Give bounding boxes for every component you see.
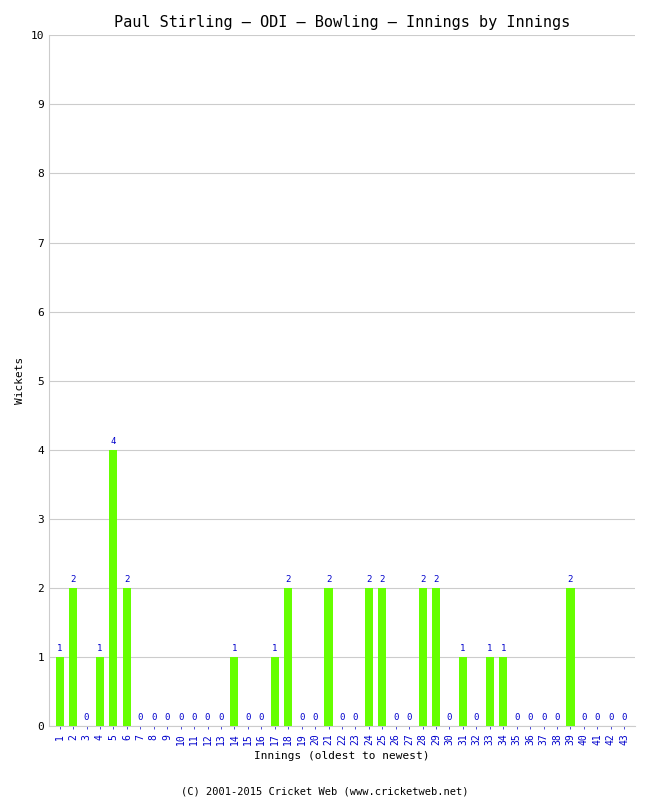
Text: 0: 0 [595, 713, 600, 722]
X-axis label: Innings (oldest to newest): Innings (oldest to newest) [254, 751, 430, 761]
Text: 0: 0 [259, 713, 264, 722]
Text: 0: 0 [353, 713, 358, 722]
Text: 2: 2 [366, 574, 372, 584]
Text: 2: 2 [380, 574, 385, 584]
Text: 0: 0 [151, 713, 157, 722]
Text: 0: 0 [393, 713, 398, 722]
Text: 1: 1 [272, 644, 278, 653]
Text: 0: 0 [514, 713, 519, 722]
Text: 0: 0 [218, 713, 224, 722]
Text: 0: 0 [554, 713, 560, 722]
Text: 0: 0 [581, 713, 586, 722]
Text: 0: 0 [447, 713, 452, 722]
Text: 1: 1 [500, 644, 506, 653]
Text: 0: 0 [191, 713, 197, 722]
Text: 0: 0 [541, 713, 546, 722]
Text: 0: 0 [406, 713, 412, 722]
Text: 4: 4 [111, 437, 116, 446]
Text: 1: 1 [98, 644, 103, 653]
Bar [230, 657, 239, 726]
Text: 0: 0 [608, 713, 614, 722]
Bar [56, 657, 64, 726]
Text: 0: 0 [474, 713, 479, 722]
Text: 2: 2 [568, 574, 573, 584]
Bar [365, 588, 373, 726]
Bar [324, 588, 333, 726]
Text: 1: 1 [57, 644, 62, 653]
Bar [96, 657, 104, 726]
Bar [109, 450, 118, 726]
Text: 2: 2 [434, 574, 439, 584]
Text: 0: 0 [164, 713, 170, 722]
Text: 2: 2 [124, 574, 129, 584]
Bar [378, 588, 386, 726]
Text: 2: 2 [285, 574, 291, 584]
Bar [486, 657, 494, 726]
Text: 0: 0 [299, 713, 304, 722]
Text: 0: 0 [245, 713, 250, 722]
Y-axis label: Wickets: Wickets [15, 357, 25, 404]
Text: 0: 0 [205, 713, 210, 722]
Text: 0: 0 [178, 713, 183, 722]
Text: (C) 2001-2015 Cricket Web (www.cricketweb.net): (C) 2001-2015 Cricket Web (www.cricketwe… [181, 786, 469, 796]
Text: 2: 2 [420, 574, 425, 584]
Bar [432, 588, 440, 726]
Text: 1: 1 [487, 644, 493, 653]
Text: 0: 0 [84, 713, 89, 722]
Text: 2: 2 [70, 574, 76, 584]
Text: 0: 0 [138, 713, 143, 722]
Bar [69, 588, 77, 726]
Text: 0: 0 [339, 713, 344, 722]
Bar [419, 588, 426, 726]
Text: 0: 0 [527, 713, 533, 722]
Bar [123, 588, 131, 726]
Bar [270, 657, 279, 726]
Bar [499, 657, 507, 726]
Text: 0: 0 [621, 713, 627, 722]
Title: Paul Stirling – ODI – Bowling – Innings by Innings: Paul Stirling – ODI – Bowling – Innings … [114, 15, 570, 30]
Bar [566, 588, 575, 726]
Text: 1: 1 [460, 644, 465, 653]
Text: 2: 2 [326, 574, 332, 584]
Bar [284, 588, 292, 726]
Text: 1: 1 [232, 644, 237, 653]
Text: 0: 0 [313, 713, 318, 722]
Bar [459, 657, 467, 726]
